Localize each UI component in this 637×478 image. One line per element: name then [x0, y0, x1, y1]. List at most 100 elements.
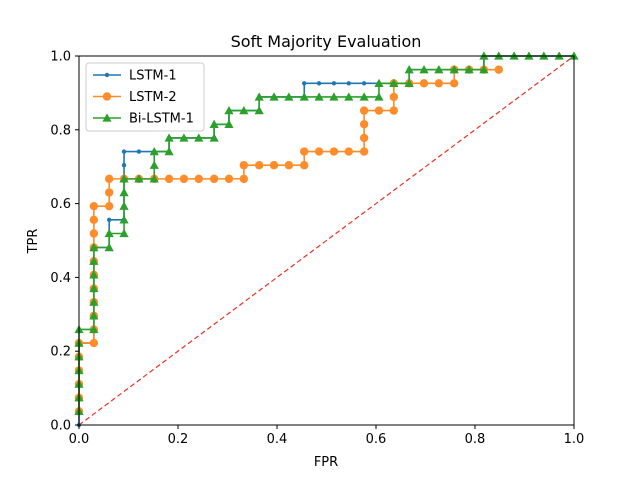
data-point [239, 106, 249, 115]
data-point [389, 92, 399, 102]
data-point [302, 81, 307, 86]
axes: 0.0 0.2 0.4 0.6 0.8 1.0 0.0 0.2 0.4 0.6 0.8 1.0 [50, 50, 584, 448]
data-point [316, 81, 322, 86]
data-point [89, 338, 99, 348]
data-point [179, 133, 189, 142]
x-tick-label: 0.8 [465, 432, 486, 447]
data-point [359, 147, 369, 156]
data-point [134, 174, 144, 183]
y-tick-label: 0.8 [50, 123, 71, 138]
axes-frame [78, 55, 575, 426]
data-point [89, 283, 99, 293]
y-axis-label: TPR [26, 229, 41, 255]
data-point [89, 201, 99, 211]
data-point [314, 147, 324, 156]
plot-area [74, 51, 579, 428]
data-point [224, 174, 234, 184]
data-point [314, 92, 324, 101]
data-point [149, 160, 159, 169]
data-point [104, 188, 114, 197]
data-point [359, 133, 369, 143]
data-point [450, 79, 459, 88]
chart-title: Soft Majority Evaluation [231, 32, 422, 51]
data-point [269, 92, 279, 101]
legend-marker [104, 72, 110, 78]
data-point [331, 81, 337, 86]
legend: LSTM-1 LSTM-2 Bi-LSTM-1 [85, 62, 205, 132]
data-point [479, 65, 489, 74]
data-point [389, 78, 399, 87]
y-tick-label: 1.0 [50, 50, 71, 65]
data-point [104, 242, 114, 252]
data-point [149, 146, 159, 156]
data-point [254, 106, 264, 115]
data-point [119, 228, 129, 238]
data-point [164, 146, 174, 156]
data-point [389, 106, 399, 115]
legend-label: Bi-LSTM-1 [129, 112, 194, 127]
data-point [359, 106, 369, 115]
data-point [359, 120, 369, 129]
y-tick-label: 0.6 [50, 197, 71, 212]
data-point [224, 119, 234, 128]
data-point [284, 161, 294, 170]
data-point [149, 174, 159, 183]
data-point [449, 65, 459, 74]
y-tick-label: 0.2 [50, 345, 71, 360]
data-point [209, 133, 219, 142]
legend-marker [102, 113, 112, 122]
legend-label: LSTM-1 [129, 69, 177, 84]
series-bi-lstm-1 [74, 51, 579, 416]
data-point [494, 65, 503, 74]
data-point [164, 133, 174, 142]
data-point [299, 92, 309, 101]
data-point [119, 174, 129, 183]
data-point [359, 92, 369, 101]
data-point [374, 78, 384, 87]
data-point [119, 187, 129, 197]
legend-box [85, 62, 205, 132]
data-point [239, 161, 249, 170]
data-point [89, 297, 99, 306]
data-point [106, 217, 112, 223]
x-tick-label: 0.4 [267, 432, 288, 447]
legend-entry-bi-lstm-1: Bi-LSTM-1 [93, 112, 194, 127]
data-point [194, 133, 204, 142]
data-point [404, 78, 414, 87]
legend-marker [102, 92, 112, 101]
data-point [329, 92, 339, 101]
data-point [269, 161, 279, 170]
reference-diagonal-line [78, 55, 575, 426]
data-point [104, 174, 114, 184]
data-point [464, 65, 474, 74]
data-point [89, 229, 99, 238]
x-tick-label: 1.0 [564, 432, 585, 447]
data-point [419, 65, 429, 74]
y-tick-label: 0.4 [50, 271, 71, 286]
x-tick-label: 0.0 [69, 432, 90, 447]
data-point [89, 311, 99, 320]
data-point [89, 215, 99, 225]
data-point [300, 147, 309, 156]
data-point [121, 149, 127, 154]
data-point [164, 174, 174, 184]
y-tick-label: 0.0 [50, 419, 71, 434]
data-point [254, 92, 264, 101]
data-point [136, 149, 142, 154]
data-point [434, 79, 444, 88]
data-point [300, 161, 309, 170]
legend-entry-lstm-2: LSTM-2 [93, 90, 177, 105]
data-point [329, 147, 339, 156]
data-point [239, 174, 249, 184]
data-point [209, 119, 219, 128]
data-point [179, 174, 189, 184]
data-point [89, 256, 99, 265]
data-point [119, 201, 129, 210]
data-point [89, 270, 99, 279]
data-point [404, 65, 414, 74]
x-axis-label: FPR [314, 455, 338, 470]
data-point [254, 161, 264, 170]
data-point [209, 174, 219, 184]
data-point [344, 147, 353, 156]
